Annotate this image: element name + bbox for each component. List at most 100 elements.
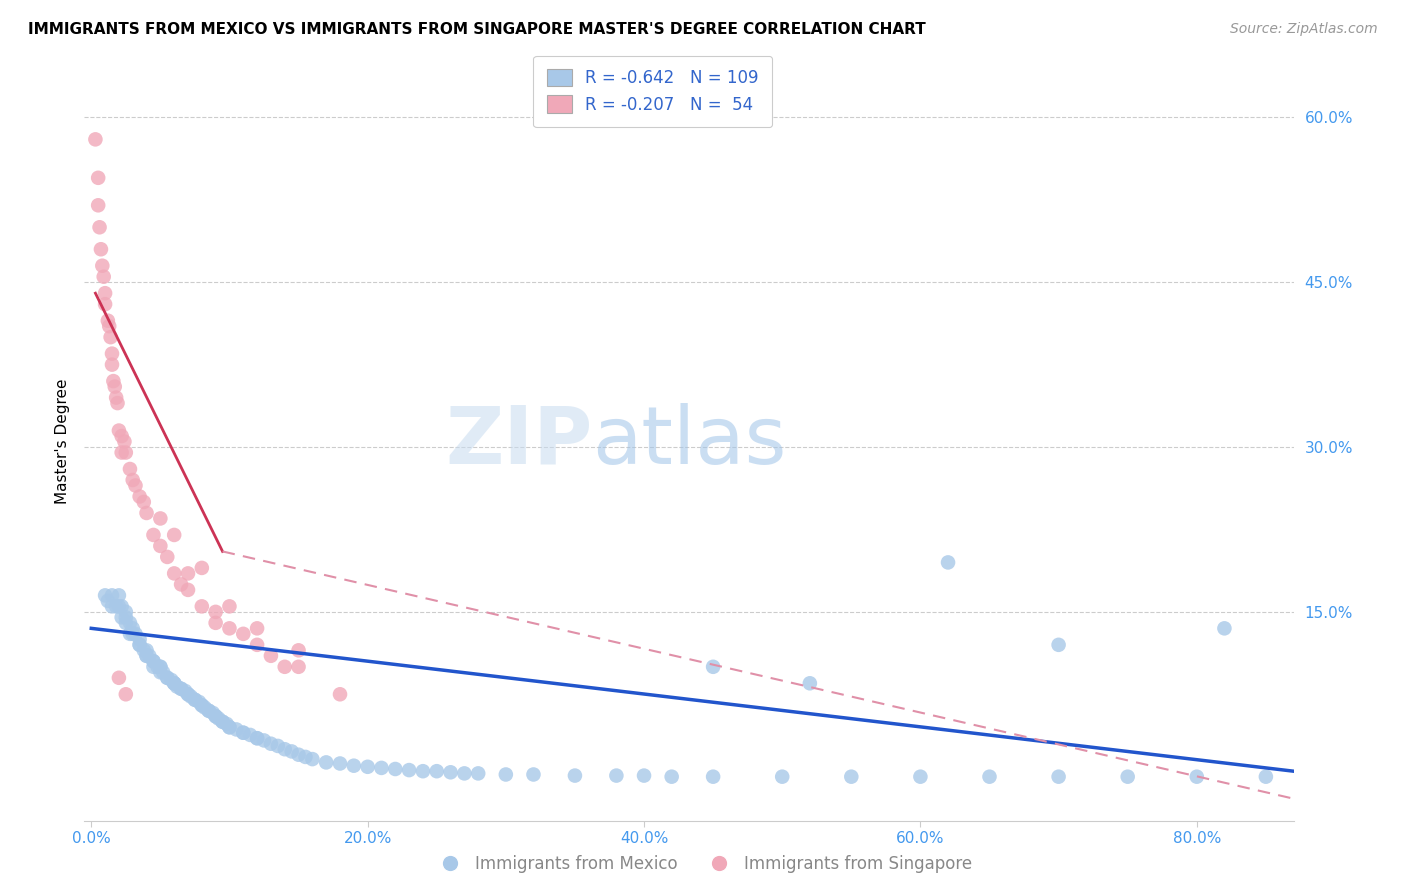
- Point: [191, 599, 214, 614]
- Point: [114, 615, 136, 630]
- Point: [128, 490, 150, 504]
- Point: [101, 358, 124, 372]
- Point: [274, 742, 297, 756]
- Point: [156, 549, 179, 564]
- Point: [232, 627, 254, 641]
- Point: [149, 511, 172, 525]
- Point: [128, 638, 150, 652]
- Point: [633, 768, 655, 782]
- Point: [149, 539, 172, 553]
- Point: [152, 665, 174, 680]
- Point: [97, 313, 120, 327]
- Point: [170, 681, 193, 696]
- Point: [301, 752, 323, 766]
- Point: [204, 605, 226, 619]
- Point: [121, 621, 143, 635]
- Point: [84, 132, 107, 146]
- Point: [215, 717, 238, 731]
- Point: [87, 198, 110, 212]
- Point: [661, 770, 683, 784]
- Point: [135, 506, 157, 520]
- Point: [204, 709, 226, 723]
- Point: [260, 737, 283, 751]
- Point: [384, 762, 406, 776]
- Point: [108, 671, 131, 685]
- Point: [356, 760, 378, 774]
- Point: [114, 434, 136, 449]
- Point: [118, 615, 141, 630]
- Legend: Immigrants from Mexico, Immigrants from Singapore: Immigrants from Mexico, Immigrants from …: [427, 848, 979, 880]
- Point: [370, 761, 392, 775]
- Point: [87, 170, 110, 185]
- Point: [453, 766, 475, 780]
- Point: [163, 676, 186, 690]
- Point: [156, 671, 179, 685]
- Point: [146, 660, 169, 674]
- Point: [114, 605, 136, 619]
- Point: [163, 528, 186, 542]
- Point: [522, 767, 544, 781]
- Point: [1116, 770, 1139, 784]
- Point: [177, 687, 200, 701]
- Point: [204, 709, 226, 723]
- Point: [160, 673, 183, 687]
- Point: [184, 692, 207, 706]
- Point: [94, 297, 117, 311]
- Point: [108, 599, 131, 614]
- Point: [90, 242, 112, 256]
- Point: [287, 660, 309, 674]
- Point: [197, 704, 219, 718]
- Point: [170, 681, 193, 696]
- Point: [135, 648, 157, 663]
- Point: [246, 731, 269, 746]
- Point: [246, 731, 269, 746]
- Point: [218, 720, 240, 734]
- Point: [564, 768, 586, 782]
- Point: [191, 698, 214, 713]
- Point: [207, 711, 229, 725]
- Point: [177, 582, 200, 597]
- Point: [191, 698, 214, 713]
- Point: [132, 495, 155, 509]
- Point: [101, 588, 124, 602]
- Point: [839, 770, 862, 784]
- Text: IMMIGRANTS FROM MEXICO VS IMMIGRANTS FROM SINGAPORE MASTER'S DEGREE CORRELATION : IMMIGRANTS FROM MEXICO VS IMMIGRANTS FRO…: [28, 22, 927, 37]
- Point: [936, 556, 959, 570]
- Point: [426, 764, 449, 779]
- Point: [218, 599, 240, 614]
- Point: [121, 627, 143, 641]
- Point: [702, 770, 724, 784]
- Point: [605, 768, 627, 782]
- Point: [211, 714, 233, 729]
- Point: [166, 680, 188, 694]
- Point: [194, 700, 217, 714]
- Point: [191, 561, 214, 575]
- Text: ZIP: ZIP: [444, 402, 592, 481]
- Point: [467, 766, 489, 780]
- Point: [118, 627, 141, 641]
- Point: [105, 391, 128, 405]
- Point: [91, 259, 114, 273]
- Point: [412, 764, 434, 779]
- Point: [184, 692, 207, 706]
- Point: [98, 319, 121, 334]
- Point: [124, 478, 146, 492]
- Point: [177, 566, 200, 581]
- Point: [111, 429, 134, 443]
- Point: [114, 445, 136, 459]
- Point: [267, 739, 290, 753]
- Point: [114, 610, 136, 624]
- Point: [94, 286, 117, 301]
- Point: [89, 220, 111, 235]
- Point: [132, 643, 155, 657]
- Point: [163, 566, 186, 581]
- Point: [702, 660, 724, 674]
- Point: [180, 690, 202, 704]
- Point: [398, 763, 420, 777]
- Point: [104, 379, 127, 393]
- Point: [101, 346, 124, 360]
- Point: [174, 684, 197, 698]
- Point: [108, 424, 131, 438]
- Point: [135, 643, 157, 657]
- Point: [170, 577, 193, 591]
